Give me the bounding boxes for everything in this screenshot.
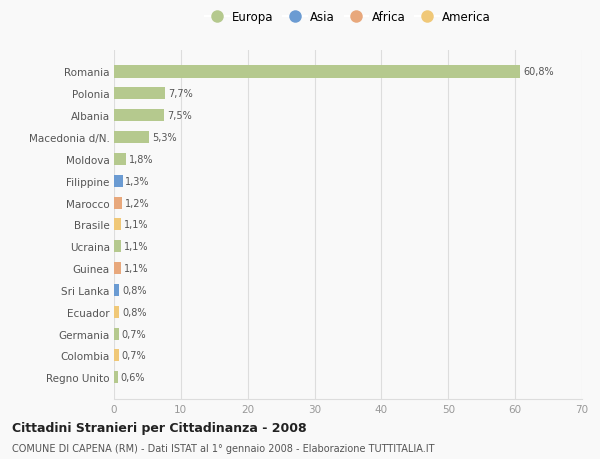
Bar bbox=[114, 197, 122, 209]
Text: 1,8%: 1,8% bbox=[129, 155, 153, 164]
Bar bbox=[114, 241, 121, 253]
Text: 0,7%: 0,7% bbox=[121, 351, 146, 361]
Bar bbox=[114, 88, 166, 100]
Text: 1,2%: 1,2% bbox=[125, 198, 149, 208]
Text: 7,7%: 7,7% bbox=[168, 89, 193, 99]
Text: 0,8%: 0,8% bbox=[122, 285, 146, 295]
Text: 60,8%: 60,8% bbox=[523, 67, 554, 77]
Bar bbox=[114, 328, 119, 340]
Bar bbox=[114, 263, 121, 274]
Bar bbox=[114, 306, 119, 318]
Bar bbox=[114, 153, 126, 166]
Text: 1,3%: 1,3% bbox=[125, 176, 150, 186]
Text: 0,7%: 0,7% bbox=[121, 329, 146, 339]
Text: 0,6%: 0,6% bbox=[121, 373, 145, 382]
Text: Cittadini Stranieri per Cittadinanza - 2008: Cittadini Stranieri per Cittadinanza - 2… bbox=[12, 421, 307, 434]
Bar bbox=[114, 284, 119, 297]
Bar bbox=[114, 175, 122, 187]
Text: 1,1%: 1,1% bbox=[124, 263, 149, 274]
Bar bbox=[114, 219, 121, 231]
Bar bbox=[114, 110, 164, 122]
Bar bbox=[114, 132, 149, 144]
Text: COMUNE DI CAPENA (RM) - Dati ISTAT al 1° gennaio 2008 - Elaborazione TUTTITALIA.: COMUNE DI CAPENA (RM) - Dati ISTAT al 1°… bbox=[12, 443, 434, 453]
Text: 0,8%: 0,8% bbox=[122, 307, 146, 317]
Bar bbox=[114, 371, 118, 383]
Text: 5,3%: 5,3% bbox=[152, 133, 177, 143]
Text: 7,5%: 7,5% bbox=[167, 111, 191, 121]
Bar bbox=[114, 350, 119, 362]
Bar bbox=[114, 67, 520, 78]
Text: 1,1%: 1,1% bbox=[124, 220, 149, 230]
Text: 1,1%: 1,1% bbox=[124, 242, 149, 252]
Legend: Europa, Asia, Africa, America: Europa, Asia, Africa, America bbox=[205, 11, 491, 24]
